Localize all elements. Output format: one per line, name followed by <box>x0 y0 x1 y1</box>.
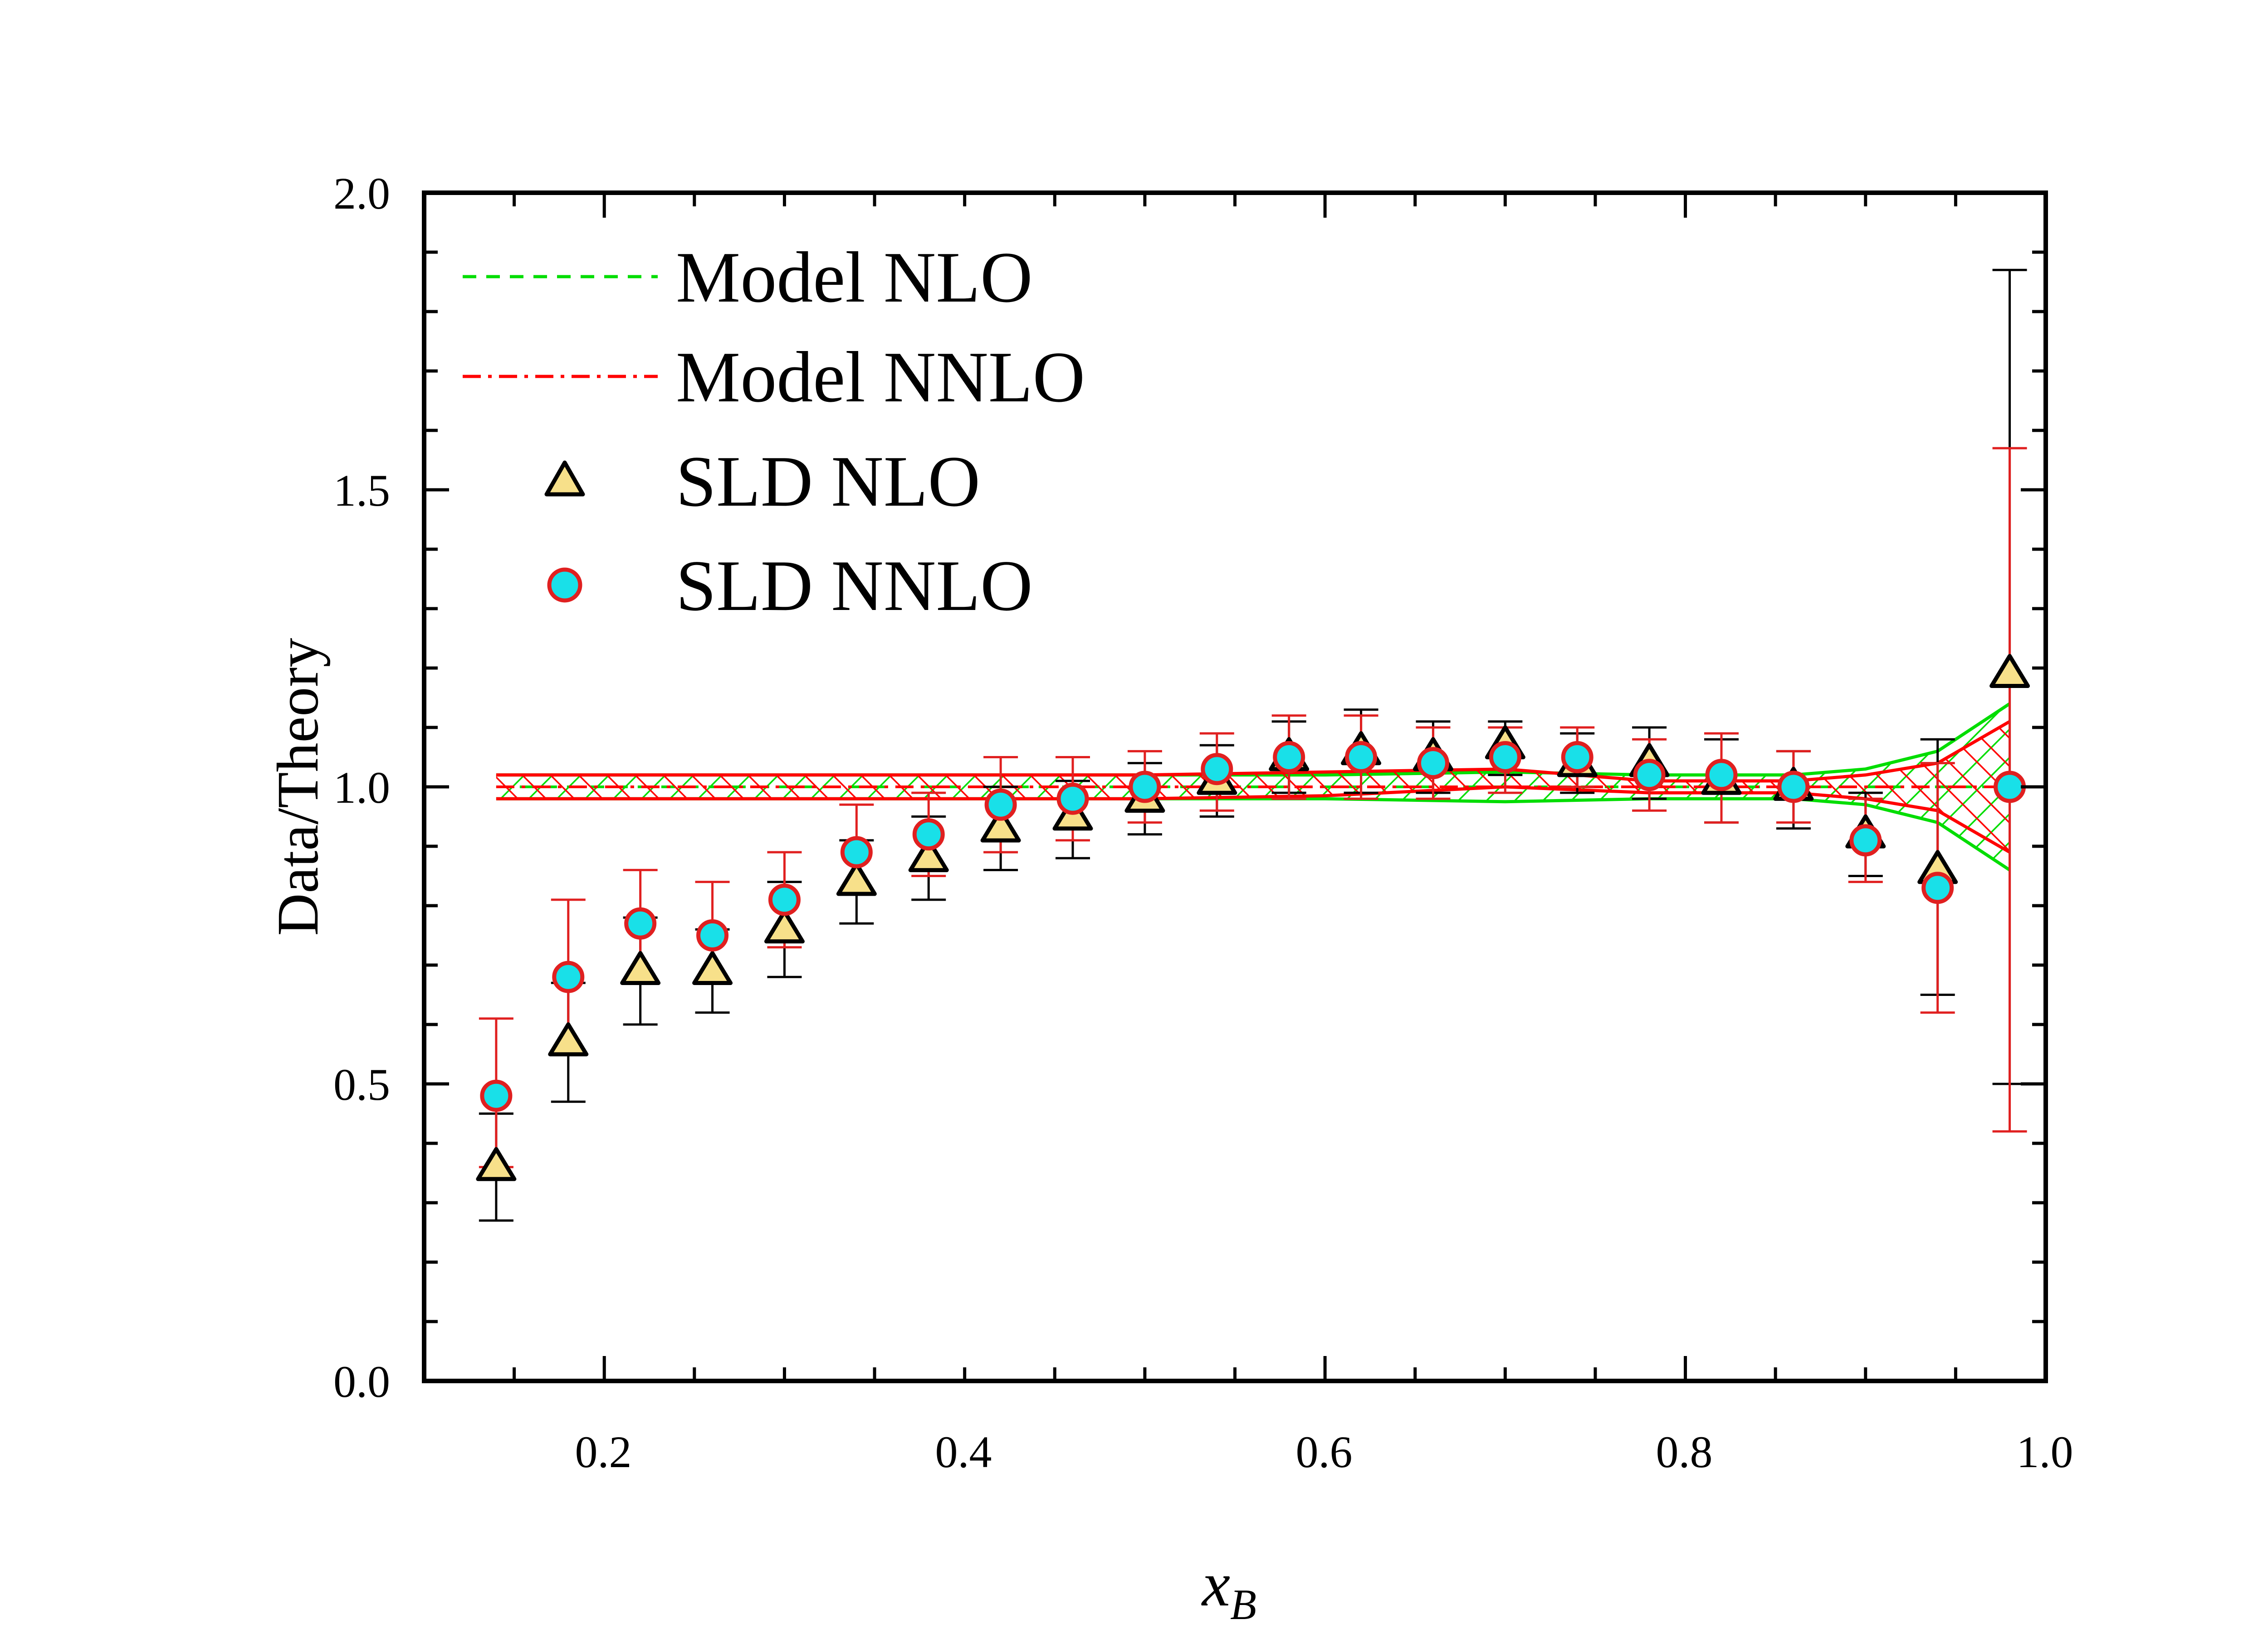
marker-sld-nnlo <box>768 883 801 916</box>
marker-sld-nnlo <box>984 788 1017 821</box>
marker-sld-nnlo <box>480 1079 513 1112</box>
marker-sld-nnlo <box>912 818 945 851</box>
legend-label-sld-nlo: SLD NLO <box>676 441 980 522</box>
band-nnlo-area <box>496 721 2010 853</box>
legend-label-model-nnlo: Model NNLO <box>676 337 1085 417</box>
marker-sld-nnlo <box>696 919 729 951</box>
x-tick-label: 0.4 <box>935 1427 992 1477</box>
marker-sld-nlo <box>548 1022 589 1057</box>
legend-label-sld-nnlo: SLD NNLO <box>676 545 1033 626</box>
marker-sld-nlo <box>692 951 733 985</box>
marker-sld-nnlo <box>1994 771 2026 803</box>
y-tick-label: 1.5 <box>333 465 390 516</box>
marker-sld-nnlo <box>1489 741 1521 773</box>
legend-label-model-nlo: Model NLO <box>676 237 1033 317</box>
axis-ticks <box>422 191 2048 1383</box>
x-tick-label: 0.6 <box>1296 1427 1353 1477</box>
marker-sld-nnlo <box>1777 771 1810 803</box>
legend-swatch-circle <box>547 567 582 603</box>
marker-sld-nlo <box>1989 654 2030 688</box>
x-tick-labels: 0.2 0.4 0.6 0.8 1.0 <box>575 1427 2073 1477</box>
x-tick-label: 1.0 <box>2017 1427 2073 1477</box>
marker-sld-nnlo <box>552 961 585 993</box>
legend-item-model-nlo: Model NLO <box>463 237 1033 317</box>
marker-sld-nnlo <box>1056 782 1089 815</box>
marker-sld-nnlo <box>1921 872 1954 904</box>
x-axis-title: xB <box>1201 1549 1256 1629</box>
marker-sld-nnlo <box>1561 741 1593 773</box>
x-tick-label: 0.2 <box>575 1427 632 1477</box>
marker-sld-nnlo <box>1417 747 1449 780</box>
band-nlo-lower <box>496 797 2011 872</box>
legend-item-sld-nlo: SLD NLO <box>544 441 980 522</box>
y-tick-label: 0.0 <box>333 1356 390 1407</box>
y-tick-label: 0.5 <box>333 1059 390 1110</box>
marker-sld-nnlo <box>1201 753 1233 785</box>
y-tick-label: 1.0 <box>333 762 390 813</box>
x-axis-title-main: x <box>1201 1549 1230 1620</box>
y-axis-title: Data/Theory <box>265 638 331 936</box>
marker-sld-nlo <box>476 1147 517 1181</box>
marker-sld-nnlo <box>1633 759 1666 791</box>
legend: Model NLO Model NNLO SLD NLO SLD NNLO <box>463 237 1085 626</box>
marker-sld-nnlo <box>624 907 657 940</box>
y-tick-labels: 0.0 0.5 1.0 1.5 2.0 <box>333 168 390 1407</box>
y-tick-label: 2.0 <box>333 168 390 219</box>
x-tick-label: 0.8 <box>1656 1427 1713 1477</box>
data-markers <box>476 654 2030 1181</box>
marker-sld-nlo <box>908 838 949 873</box>
marker-sld-nnlo <box>1273 741 1305 773</box>
marker-sld-nlo <box>620 951 661 985</box>
marker-sld-nnlo <box>840 836 873 868</box>
marker-sld-nnlo <box>1129 771 1161 803</box>
marker-sld-nlo <box>836 862 877 896</box>
marker-sld-nnlo <box>1849 824 1882 857</box>
marker-sld-nlo <box>764 909 805 944</box>
marker-sld-nlo <box>980 808 1021 843</box>
legend-swatch-triangle <box>544 460 585 497</box>
x-axis-title-subscript: B <box>1230 1581 1256 1629</box>
legend-item-sld-nnlo: SLD NNLO <box>547 545 1033 626</box>
marker-sld-nnlo <box>1345 741 1378 773</box>
marker-sld-nnlo <box>1705 759 1738 791</box>
legend-item-model-nnlo: Model NNLO <box>463 337 1085 417</box>
band-nlo-upper <box>496 702 2011 777</box>
